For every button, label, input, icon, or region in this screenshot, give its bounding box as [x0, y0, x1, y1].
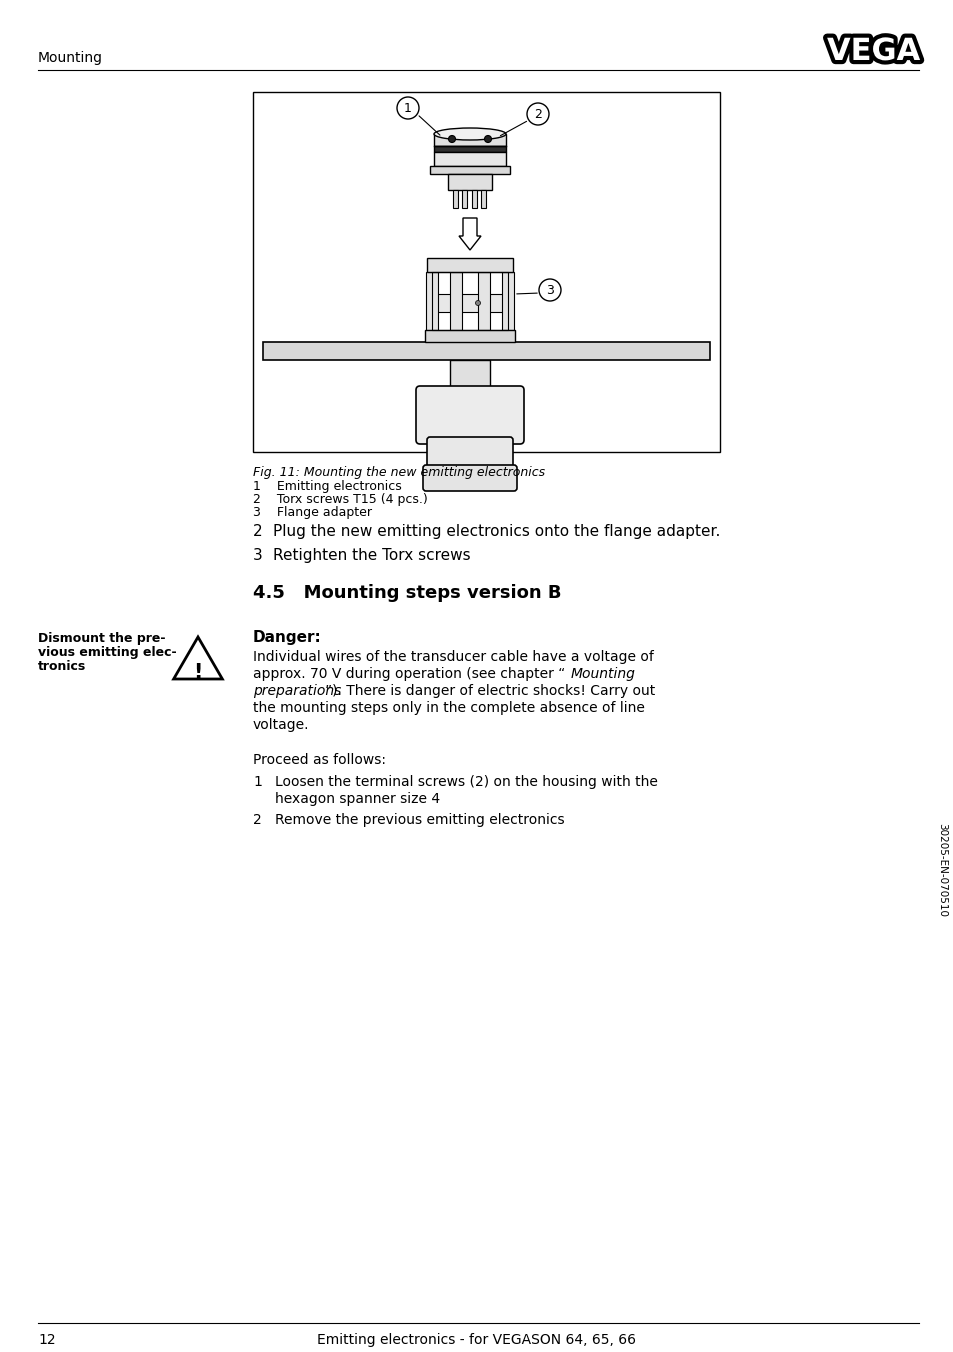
Bar: [448, 174, 492, 191]
Bar: [450, 272, 461, 330]
Bar: [434, 134, 505, 146]
Polygon shape: [173, 637, 222, 679]
Text: 3    Flange adapter: 3 Flange adapter: [253, 506, 372, 519]
Bar: [432, 293, 507, 312]
Text: Remove the previous emitting electronics: Remove the previous emitting electronics: [274, 813, 564, 827]
Text: 2    Torx screws T15 (4 pcs.): 2 Torx screws T15 (4 pcs.): [253, 493, 427, 506]
Bar: [434, 146, 505, 151]
Text: ”). There is danger of electric shocks! Carry out: ”). There is danger of electric shocks! …: [325, 684, 655, 698]
Text: hexagon spanner size 4: hexagon spanner size 4: [274, 792, 439, 806]
Text: approx. 70 V during operation (see chapter “: approx. 70 V during operation (see chapt…: [253, 667, 565, 681]
Text: 12: 12: [38, 1333, 55, 1347]
Text: 4.5   Mounting steps version B: 4.5 Mounting steps version B: [253, 584, 561, 602]
Text: preparations: preparations: [253, 684, 341, 698]
Text: Mounting: Mounting: [38, 51, 103, 65]
Bar: [427, 258, 513, 272]
Text: Dismount the pre-: Dismount the pre-: [38, 631, 165, 645]
Text: 3: 3: [253, 548, 262, 562]
Text: Proceed as follows:: Proceed as follows:: [253, 753, 386, 767]
Text: Emitting electronics - for VEGASON 64, 65, 66: Emitting electronics - for VEGASON 64, 6…: [317, 1333, 636, 1347]
Text: !: !: [193, 662, 202, 683]
Bar: [472, 191, 476, 208]
Text: 1: 1: [253, 775, 262, 790]
Bar: [461, 191, 467, 208]
Text: Fig. 11: Mounting the new emitting electronics: Fig. 11: Mounting the new emitting elect…: [253, 466, 544, 479]
Text: 1: 1: [404, 101, 412, 115]
Bar: [263, 342, 709, 360]
FancyArrow shape: [458, 218, 480, 250]
Bar: [432, 272, 507, 330]
Text: Retighten the Torx screws: Retighten the Torx screws: [273, 548, 470, 562]
Text: 2: 2: [253, 525, 262, 539]
Text: 2: 2: [534, 108, 541, 120]
Circle shape: [448, 135, 455, 142]
Bar: [477, 272, 490, 330]
Circle shape: [396, 97, 418, 119]
Circle shape: [538, 279, 560, 301]
Bar: [426, 272, 437, 330]
Text: Plug the new emitting electronics onto the flange adapter.: Plug the new emitting electronics onto t…: [273, 525, 720, 539]
Text: 1    Emitting electronics: 1 Emitting electronics: [253, 480, 401, 493]
Bar: [480, 191, 485, 208]
Text: 30205-EN-070510: 30205-EN-070510: [936, 823, 946, 917]
Text: Loosen the terminal screws (2) on the housing with the: Loosen the terminal screws (2) on the ho…: [274, 775, 658, 790]
Text: vious emitting elec-: vious emitting elec-: [38, 646, 176, 658]
Bar: [501, 272, 514, 330]
FancyBboxPatch shape: [427, 437, 513, 470]
Bar: [424, 330, 515, 342]
FancyBboxPatch shape: [422, 465, 517, 491]
Text: tronics: tronics: [38, 660, 86, 673]
Bar: [450, 360, 490, 389]
Bar: [453, 191, 457, 208]
Bar: [430, 166, 510, 174]
Bar: [434, 151, 505, 166]
Text: Individual wires of the transducer cable have a voltage of: Individual wires of the transducer cable…: [253, 650, 653, 664]
Bar: [253, 92, 720, 452]
Circle shape: [484, 135, 491, 142]
FancyBboxPatch shape: [416, 387, 523, 443]
Text: voltage.: voltage.: [253, 718, 309, 731]
Circle shape: [475, 300, 480, 306]
Text: 2: 2: [253, 813, 261, 827]
Text: Danger:: Danger:: [253, 630, 321, 645]
Text: Mounting: Mounting: [571, 667, 636, 681]
Text: VEGA: VEGA: [826, 37, 919, 66]
Text: the mounting steps only in the complete absence of line: the mounting steps only in the complete …: [253, 700, 644, 715]
Circle shape: [526, 103, 548, 124]
Ellipse shape: [434, 128, 505, 141]
Text: 3: 3: [545, 284, 554, 296]
